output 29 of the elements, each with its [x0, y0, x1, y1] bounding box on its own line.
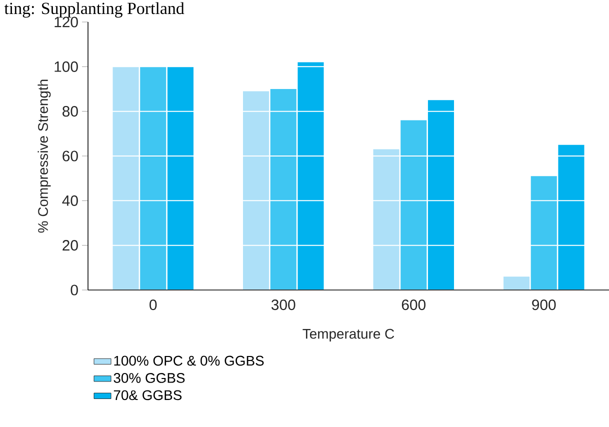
y-tick-label: 80 — [62, 106, 78, 117]
y-tick-label: 40 — [62, 195, 78, 206]
y-tick-label: 100 — [54, 61, 78, 72]
text: ting: Supplanting Portland — [4, 2, 184, 18]
bar — [298, 62, 324, 290]
bar — [400, 120, 427, 290]
bar — [504, 276, 530, 290]
x-axis-title: Temperature C — [302, 328, 394, 342]
x-tick-label: 900 — [532, 299, 556, 310]
bar — [530, 176, 557, 290]
y-tick-label: 60 — [62, 150, 78, 162]
y-tick-label: 120 — [54, 16, 78, 28]
legend-label: 70& GGBS — [114, 390, 182, 400]
bar — [428, 100, 454, 290]
bar — [140, 66, 166, 290]
y-tick-label: 20 — [62, 240, 78, 251]
bar — [373, 149, 400, 290]
bar — [112, 66, 139, 290]
x-tick-label: 600 — [402, 299, 426, 310]
bar — [558, 144, 584, 290]
x-tick-label: 300 — [271, 299, 296, 310]
bar — [270, 88, 296, 290]
bar — [243, 91, 270, 290]
x-tick-label: 0 — [150, 299, 157, 310]
bar — [167, 66, 194, 290]
y-tick-label: 0 — [70, 284, 78, 296]
legend-label: 30% GGBS — [114, 373, 185, 383]
legend-label: 100% OPC & 0% GGBS — [114, 356, 264, 366]
y-axis-title: % Compressive Strength — [38, 80, 51, 233]
